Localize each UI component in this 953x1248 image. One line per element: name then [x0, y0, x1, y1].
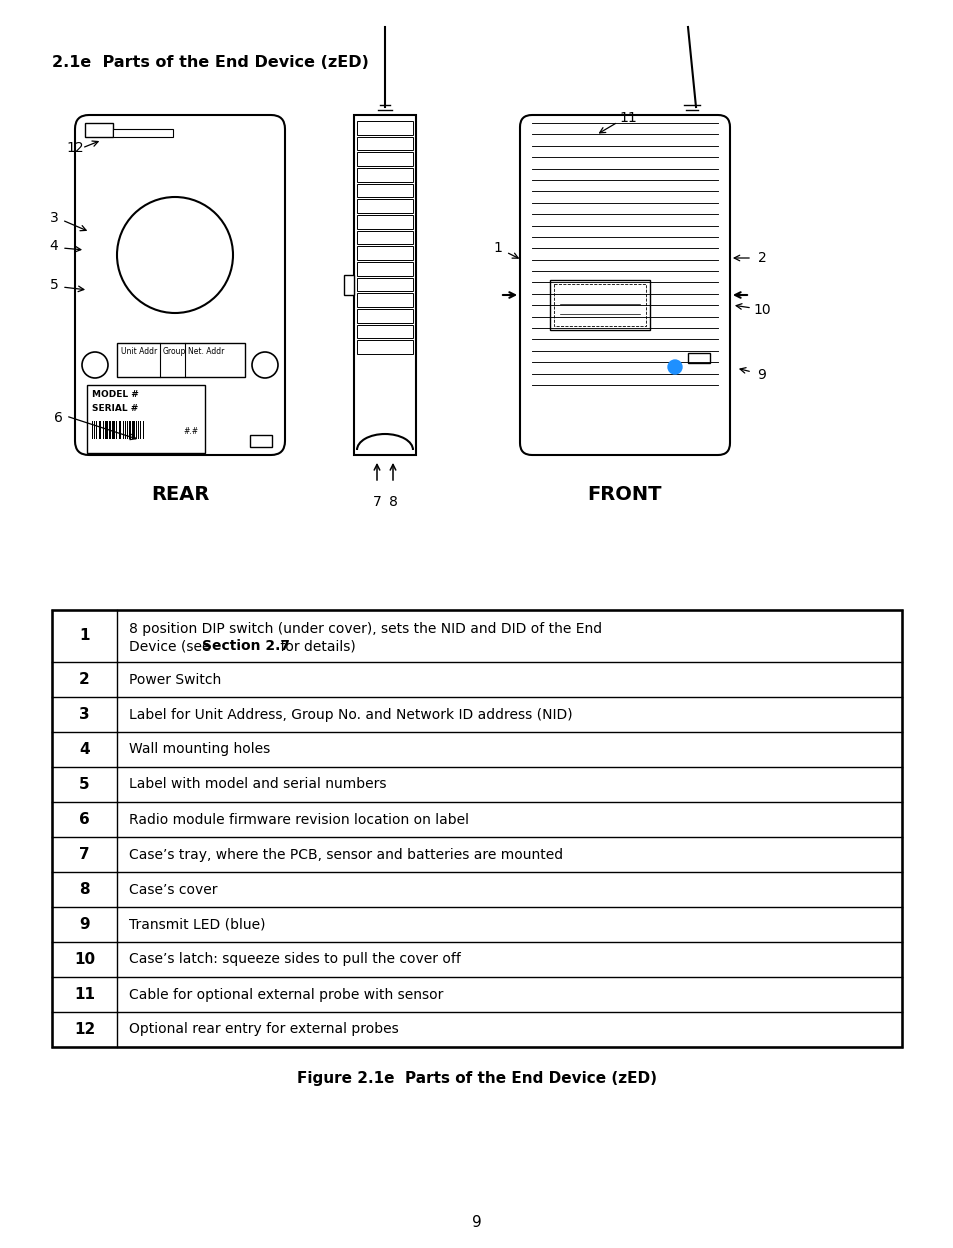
Text: Section 2.7: Section 2.7 — [201, 639, 290, 653]
Text: Group: Group — [163, 347, 186, 356]
Text: 1: 1 — [79, 629, 90, 644]
Bar — [93, 421, 95, 439]
Text: Case’s latch: squeeze sides to pull the cover off: Case’s latch: squeeze sides to pull the … — [129, 952, 460, 966]
Text: 9: 9 — [472, 1216, 481, 1231]
Bar — [354, 115, 416, 456]
Bar — [356, 137, 413, 150]
Text: 8: 8 — [388, 495, 397, 509]
Text: Device (see: Device (see — [129, 639, 214, 653]
Text: 8: 8 — [79, 882, 90, 897]
Bar — [107, 421, 108, 439]
Text: 1: 1 — [493, 241, 502, 255]
Text: Label with model and serial numbers: Label with model and serial numbers — [129, 778, 386, 791]
Bar — [250, 436, 272, 447]
Bar — [125, 421, 126, 439]
Text: 11: 11 — [618, 111, 637, 125]
Circle shape — [667, 359, 681, 374]
Bar — [356, 246, 413, 260]
Bar — [356, 200, 413, 213]
Text: 12: 12 — [73, 1022, 95, 1037]
Bar — [87, 384, 205, 453]
Text: for details): for details) — [276, 639, 355, 653]
Bar — [356, 215, 413, 228]
Text: 3: 3 — [79, 708, 90, 723]
Text: 2: 2 — [757, 251, 765, 265]
Text: 8 position DIP switch (under cover), sets the NID and DID of the End: 8 position DIP switch (under cover), set… — [129, 622, 601, 636]
Text: 9: 9 — [757, 368, 765, 382]
Text: 6: 6 — [53, 411, 62, 426]
Bar — [356, 341, 413, 354]
Bar — [356, 168, 413, 182]
Text: Label for Unit Address, Group No. and Network ID address (NID): Label for Unit Address, Group No. and Ne… — [129, 708, 572, 721]
Text: FRONT: FRONT — [587, 485, 661, 504]
Text: 11: 11 — [74, 987, 95, 1002]
Text: 3: 3 — [50, 211, 58, 225]
Bar — [356, 277, 413, 291]
Bar — [112, 129, 172, 137]
Bar — [344, 275, 354, 295]
Bar — [132, 421, 133, 439]
Bar — [356, 262, 413, 276]
Bar — [85, 124, 112, 137]
Text: Power Switch: Power Switch — [129, 673, 221, 686]
Text: 10: 10 — [753, 303, 770, 317]
Text: Figure 2.1e  Parts of the End Device (zED): Figure 2.1e Parts of the End Device (zED… — [296, 1071, 657, 1086]
Bar — [117, 343, 245, 377]
Text: 12: 12 — [66, 141, 84, 155]
Bar — [356, 152, 413, 166]
Text: 4: 4 — [79, 743, 90, 758]
Text: #.#: #.# — [183, 427, 198, 436]
Text: 5: 5 — [79, 778, 90, 792]
Text: 6: 6 — [79, 812, 90, 827]
Text: Net. Addr: Net. Addr — [188, 347, 224, 356]
Bar — [356, 293, 413, 307]
Text: 10: 10 — [74, 952, 95, 967]
Bar — [112, 421, 113, 439]
Bar — [356, 183, 413, 197]
Text: Case’s cover: Case’s cover — [129, 882, 217, 896]
Bar — [550, 280, 649, 329]
Text: 9: 9 — [79, 917, 90, 932]
Text: REAR: REAR — [151, 485, 209, 504]
Text: Optional rear entry for external probes: Optional rear entry for external probes — [129, 1022, 398, 1037]
Text: 7: 7 — [373, 495, 381, 509]
Text: 2.1e  Parts of the End Device (zED): 2.1e Parts of the End Device (zED) — [52, 55, 369, 70]
Bar — [356, 324, 413, 338]
Text: Case’s tray, where the PCB, sensor and batteries are mounted: Case’s tray, where the PCB, sensor and b… — [129, 847, 562, 861]
Bar — [137, 421, 139, 439]
Text: 5: 5 — [50, 278, 58, 292]
Text: 2: 2 — [79, 671, 90, 686]
Bar — [99, 421, 101, 439]
Text: 4: 4 — [50, 240, 58, 253]
Text: 7: 7 — [79, 847, 90, 862]
Text: MODEL #: MODEL # — [91, 389, 138, 399]
Bar — [356, 310, 413, 323]
Text: Wall mounting holes: Wall mounting holes — [129, 743, 270, 756]
Bar — [554, 285, 645, 326]
Bar — [52, 610, 901, 1047]
Text: Transmit LED (blue): Transmit LED (blue) — [129, 917, 265, 931]
Text: Cable for optional external probe with sensor: Cable for optional external probe with s… — [129, 987, 443, 1001]
Bar — [687, 353, 709, 363]
Text: Unit Addr: Unit Addr — [121, 347, 157, 356]
Bar — [119, 421, 121, 439]
Text: SERIAL #: SERIAL # — [91, 404, 138, 413]
Bar — [356, 231, 413, 245]
Bar — [356, 121, 413, 135]
Text: Radio module firmware revision location on label: Radio module firmware revision location … — [129, 812, 469, 826]
